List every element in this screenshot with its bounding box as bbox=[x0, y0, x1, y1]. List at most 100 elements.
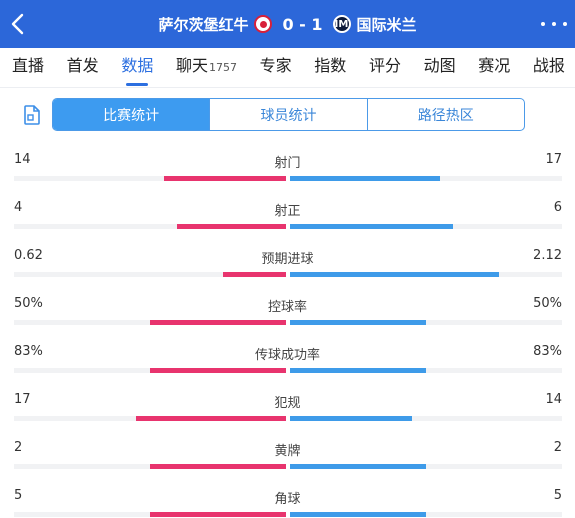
away-bar-fill bbox=[290, 272, 499, 277]
match-title: 萨尔茨堡红牛 0 - 1 IM 国际米兰 bbox=[0, 0, 575, 48]
tab-count-badge: 1757 bbox=[208, 60, 237, 74]
tab-9[interactable]: 战报 bbox=[533, 48, 565, 88]
home-stat-value: 4 bbox=[14, 200, 23, 215]
match-tabs: 直播 首发 数据 聊天1757 专家 指数 评分 动图 赛况 战报 bbox=[0, 48, 575, 88]
away-bar-track bbox=[290, 320, 562, 325]
home-stat-value: 50% bbox=[14, 296, 43, 311]
away-stat-value: 2 bbox=[553, 440, 562, 455]
home-bar-track bbox=[14, 464, 286, 469]
match-score: 0 - 1 bbox=[282, 14, 323, 34]
match-stats-list: 14 射门 17 4 射正 6 0.62 预期进球 2.12 50% 控球率 50% 83% 传球成功率 8… bbox=[0, 144, 575, 518]
away-bar-track bbox=[290, 368, 562, 373]
stat-label: 预期进球 bbox=[261, 252, 314, 267]
stat-row: 0.62 预期进球 2.12 bbox=[0, 240, 575, 288]
tab-0[interactable]: 直播 bbox=[12, 48, 44, 88]
tab-8[interactable]: 赛况 bbox=[478, 48, 510, 88]
home-bar-fill bbox=[150, 464, 286, 469]
away-stat-value: 5 bbox=[553, 488, 562, 503]
away-bar-fill bbox=[290, 224, 453, 229]
away-bar-track bbox=[290, 224, 562, 229]
tab-label: 战报 bbox=[532, 55, 565, 75]
away-stat-value: 17 bbox=[545, 152, 562, 167]
stat-row: 50% 控球率 50% bbox=[0, 288, 575, 336]
home-stat-value: 2 bbox=[14, 440, 23, 455]
home-bar-fill bbox=[150, 320, 286, 325]
away-bar-track bbox=[290, 512, 562, 517]
segment-1[interactable]: 球员统计 bbox=[209, 99, 366, 130]
home-bar-track bbox=[14, 368, 286, 373]
tab-6[interactable]: 评分 bbox=[369, 48, 401, 88]
stat-label: 传球成功率 bbox=[254, 348, 320, 363]
tab-2[interactable]: 数据 bbox=[121, 48, 153, 88]
stat-row: 5 角球 5 bbox=[0, 480, 575, 518]
home-stat-value: 5 bbox=[14, 488, 23, 503]
away-bar-fill bbox=[290, 416, 412, 421]
away-stat-value: 6 bbox=[553, 200, 562, 215]
tab-label: 专家 bbox=[259, 55, 292, 75]
tab-label: 直播 bbox=[12, 55, 45, 75]
stat-label: 黄牌 bbox=[274, 444, 301, 459]
away-bar-track bbox=[290, 176, 562, 181]
tab-4[interactable]: 专家 bbox=[260, 48, 292, 88]
tab-1[interactable]: 首发 bbox=[67, 48, 99, 88]
stat-row: 17 犯规 14 bbox=[0, 384, 575, 432]
tab-label: 赛况 bbox=[478, 55, 511, 75]
home-stat-value: 14 bbox=[14, 152, 31, 167]
home-bar-track bbox=[14, 224, 286, 229]
stat-row: 4 射正 6 bbox=[0, 192, 575, 240]
away-stat-value: 14 bbox=[545, 392, 562, 407]
tab-label: 首发 bbox=[66, 55, 99, 75]
home-bar-fill bbox=[136, 416, 286, 421]
away-team-name: 国际米兰 bbox=[356, 15, 417, 34]
stat-label: 射门 bbox=[274, 156, 301, 171]
home-stat-value: 83% bbox=[14, 344, 43, 359]
away-bar-fill bbox=[290, 320, 426, 325]
home-bar-track bbox=[14, 416, 286, 421]
stat-row: 14 射门 17 bbox=[0, 144, 575, 192]
home-bar-fill bbox=[150, 368, 286, 373]
stat-label: 角球 bbox=[274, 492, 301, 507]
tab-3[interactable]: 聊天1757 bbox=[176, 48, 237, 88]
home-bar-track bbox=[14, 320, 286, 325]
home-team-name: 萨尔茨堡红牛 bbox=[158, 15, 249, 34]
top-bar: 萨尔茨堡红牛 0 - 1 IM 国际米兰 bbox=[0, 0, 575, 48]
tab-label: 聊天 bbox=[175, 55, 208, 75]
home-bar-fill bbox=[177, 224, 286, 229]
home-bar-track bbox=[14, 512, 286, 517]
tab-label: 数据 bbox=[121, 55, 154, 75]
away-stat-value: 50% bbox=[533, 296, 562, 311]
away-bar-fill bbox=[290, 464, 426, 469]
away-stat-value: 83% bbox=[533, 344, 562, 359]
more-options-icon[interactable] bbox=[541, 12, 567, 36]
home-stat-value: 17 bbox=[14, 392, 31, 407]
home-bar-fill bbox=[150, 512, 286, 517]
tab-label: 动图 bbox=[423, 55, 456, 75]
tab-5[interactable]: 指数 bbox=[314, 48, 346, 88]
away-bar-fill bbox=[290, 368, 426, 373]
stat-label: 射正 bbox=[274, 204, 301, 219]
stat-label: 控球率 bbox=[267, 300, 307, 315]
segment-2[interactable]: 路径热区 bbox=[366, 99, 524, 130]
home-team-logo-icon bbox=[254, 15, 273, 33]
home-bar-fill bbox=[164, 176, 286, 181]
away-bar-track bbox=[290, 464, 562, 469]
tab-label: 评分 bbox=[368, 55, 401, 75]
back-button[interactable] bbox=[4, 8, 34, 40]
away-bar-fill bbox=[290, 512, 426, 517]
away-bar-track bbox=[290, 272, 562, 277]
stats-segmented-control: 比赛统计 球员统计 路径热区 bbox=[52, 98, 525, 131]
document-icon[interactable] bbox=[22, 104, 42, 126]
home-bar-track bbox=[14, 176, 286, 181]
segment-0[interactable]: 比赛统计 bbox=[53, 99, 210, 130]
away-team-logo-icon: IM bbox=[332, 15, 351, 33]
home-bar-track bbox=[14, 272, 286, 277]
tab-7[interactable]: 动图 bbox=[424, 48, 456, 88]
home-bar-fill bbox=[223, 272, 286, 277]
stat-row: 83% 传球成功率 83% bbox=[0, 336, 575, 384]
tab-label: 指数 bbox=[314, 55, 347, 75]
stat-row: 2 黄牌 2 bbox=[0, 432, 575, 480]
home-stat-value: 0.62 bbox=[14, 248, 43, 263]
chevron-left-icon bbox=[11, 13, 24, 35]
stat-label: 犯规 bbox=[274, 396, 301, 411]
away-bar-fill bbox=[290, 176, 440, 181]
